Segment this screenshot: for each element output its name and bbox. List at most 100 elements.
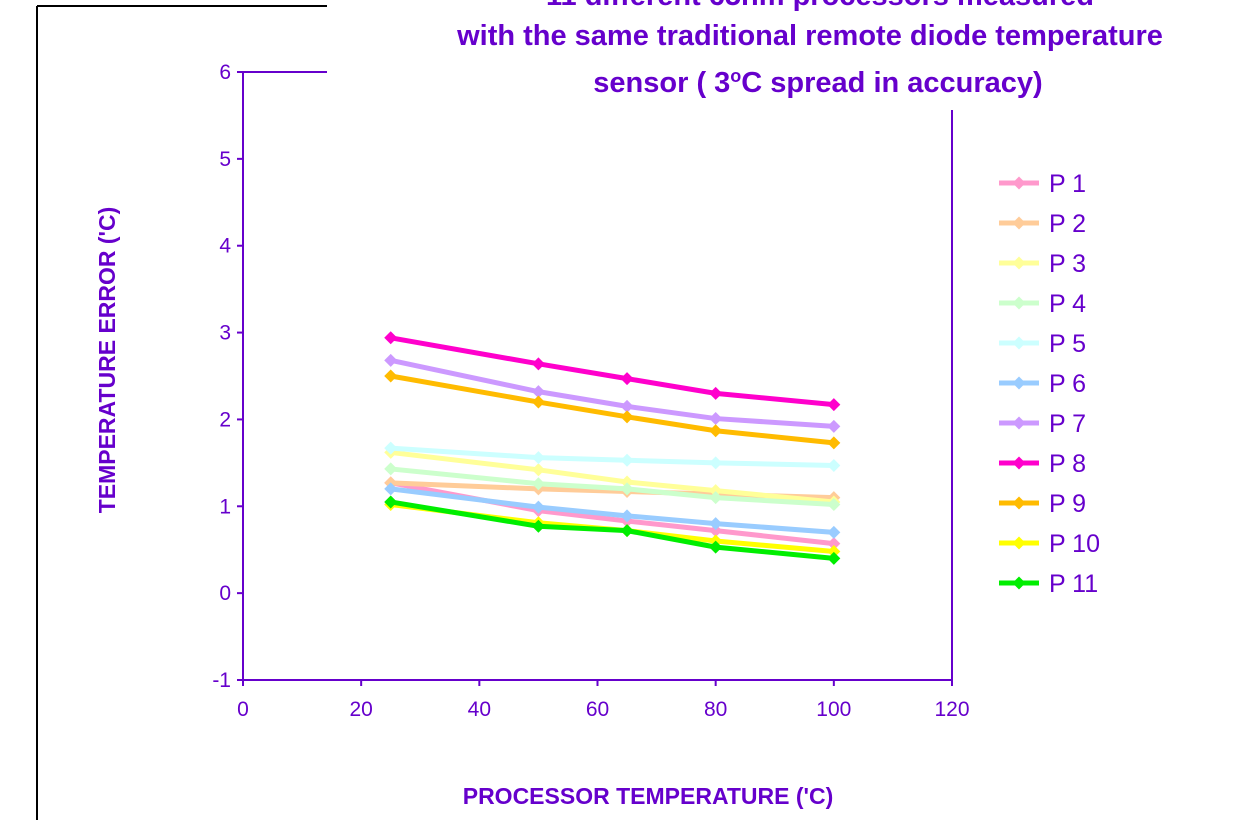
series-lines xyxy=(384,331,841,565)
legend-swatch-marker xyxy=(1012,376,1026,390)
legend-label: P 4 xyxy=(1049,290,1086,318)
data-point-p7 xyxy=(620,399,634,413)
legend-label: P 3 xyxy=(1049,250,1086,278)
data-point-p4 xyxy=(384,462,398,476)
legend-label: P 5 xyxy=(1049,330,1086,358)
x-tick-label: 60 xyxy=(586,698,609,721)
legend-item-p3: P 3 xyxy=(999,250,1086,278)
legend-swatch-marker xyxy=(1012,576,1026,590)
data-point-p8 xyxy=(531,357,545,371)
title-line-1: 11 different 65nm processors measured xyxy=(546,0,1094,12)
chart-title: 11 different 65nm processors measured wi… xyxy=(456,0,1163,99)
data-point-p6 xyxy=(709,517,723,531)
data-point-p9 xyxy=(827,436,841,450)
title-line-2: with the same traditional remote diode t… xyxy=(456,20,1163,52)
legend-swatch-marker xyxy=(1012,296,1026,310)
data-point-p8 xyxy=(620,372,634,386)
data-point-p5 xyxy=(709,456,723,470)
data-point-p11 xyxy=(384,495,398,509)
data-point-p7 xyxy=(531,385,545,399)
series-line-p5 xyxy=(390,445,834,468)
legend-item-p4: P 4 xyxy=(999,290,1086,318)
legend-swatch-marker xyxy=(1012,456,1026,470)
legend-label: P 2 xyxy=(1049,210,1086,238)
data-point-p11 xyxy=(827,551,841,565)
data-point-p3 xyxy=(709,484,723,498)
legend-swatch-marker xyxy=(1012,336,1026,350)
data-point-p6 xyxy=(827,525,841,539)
y-tick-label: 5 xyxy=(219,148,231,171)
data-point-p5 xyxy=(620,453,634,467)
data-point-p10 xyxy=(827,544,841,558)
series-line-p8 xyxy=(390,335,835,408)
data-point-p8 xyxy=(709,386,723,400)
data-point-p4 xyxy=(620,482,634,496)
legend-label: P 6 xyxy=(1049,370,1086,398)
x-tick-label: 0 xyxy=(237,698,249,721)
legend-swatch-marker xyxy=(1012,216,1026,230)
y-tick-label: 1 xyxy=(219,495,231,518)
data-point-p4 xyxy=(531,477,545,491)
series-p7 xyxy=(384,353,841,433)
x-axis-ticks: 0 20 40 60 80 100 120 xyxy=(237,680,970,721)
legend-swatch-marker xyxy=(1012,176,1026,190)
data-point-p1 xyxy=(709,524,723,538)
y-axis-ticks: -1 0 1 2 3 4 5 6 xyxy=(212,61,243,692)
legend-label: P 1 xyxy=(1049,170,1086,198)
legend-swatch-marker xyxy=(1012,256,1026,270)
series-p5 xyxy=(384,441,841,472)
data-point-p9 xyxy=(620,410,634,424)
series-line-p11 xyxy=(390,499,835,561)
x-tick-label: 120 xyxy=(934,698,969,721)
data-point-p3 xyxy=(531,463,545,477)
y-tick-label: 3 xyxy=(219,322,231,345)
legend-label: P 7 xyxy=(1049,410,1086,438)
legend-item-p1: P 1 xyxy=(999,170,1086,198)
legend: P 1 P 2 P 3 P 4 P 5 P 6 P 7 P 8 P 9 P 10 P 11 xyxy=(999,170,1100,598)
y-axis-label: TEMPERATURE ERROR ('C) xyxy=(94,207,120,514)
legend-label: P 11 xyxy=(1049,570,1098,598)
legend-item-p6: P 6 xyxy=(999,370,1086,398)
frame-border xyxy=(36,5,953,820)
data-point-p5 xyxy=(384,441,398,455)
legend-item-p9: P 9 xyxy=(999,490,1086,518)
data-point-p4 xyxy=(709,491,723,505)
y-tick-label: 2 xyxy=(219,408,231,431)
series-p8 xyxy=(384,331,841,412)
data-point-p6 xyxy=(620,509,634,523)
title-line-3: sensor ( 3oC spread in accuracy) xyxy=(593,66,1042,99)
legend-item-p11: P 11 xyxy=(999,570,1098,598)
data-point-p11 xyxy=(620,524,634,538)
data-point-p3 xyxy=(620,475,634,489)
x-axis-label: PROCESSOR TEMPERATURE ('C) xyxy=(463,783,834,809)
data-point-p6 xyxy=(384,482,398,496)
title-line-3-part-b: C spread in accuracy) xyxy=(741,67,1042,99)
data-point-p9 xyxy=(384,369,398,383)
data-point-p7 xyxy=(827,419,841,433)
legend-swatch-marker xyxy=(1012,536,1026,550)
legend-label: P 10 xyxy=(1049,530,1100,558)
y-tick-label: 6 xyxy=(219,61,231,84)
data-point-p8 xyxy=(384,331,398,345)
y-tick-label: -1 xyxy=(212,669,231,692)
title-degree-superscript: o xyxy=(730,66,741,86)
data-point-p11 xyxy=(709,540,723,554)
legend-item-p7: P 7 xyxy=(999,410,1086,438)
data-point-p8 xyxy=(827,398,841,412)
series-p11 xyxy=(384,495,841,565)
legend-item-p2: P 2 xyxy=(999,210,1086,238)
y-tick-label: 4 xyxy=(219,235,231,258)
legend-item-p10: P 10 xyxy=(999,530,1100,558)
data-point-p7 xyxy=(384,353,398,367)
x-tick-label: 20 xyxy=(349,698,372,721)
series-p9 xyxy=(384,369,841,450)
data-point-p1 xyxy=(827,537,841,551)
series-line-p9 xyxy=(390,373,835,446)
legend-swatch-marker xyxy=(1012,416,1026,430)
data-point-p5 xyxy=(531,451,545,465)
x-tick-label: 40 xyxy=(468,698,491,721)
data-point-p9 xyxy=(709,424,723,438)
legend-label: P 8 xyxy=(1049,450,1086,478)
x-tick-label: 100 xyxy=(816,698,851,721)
